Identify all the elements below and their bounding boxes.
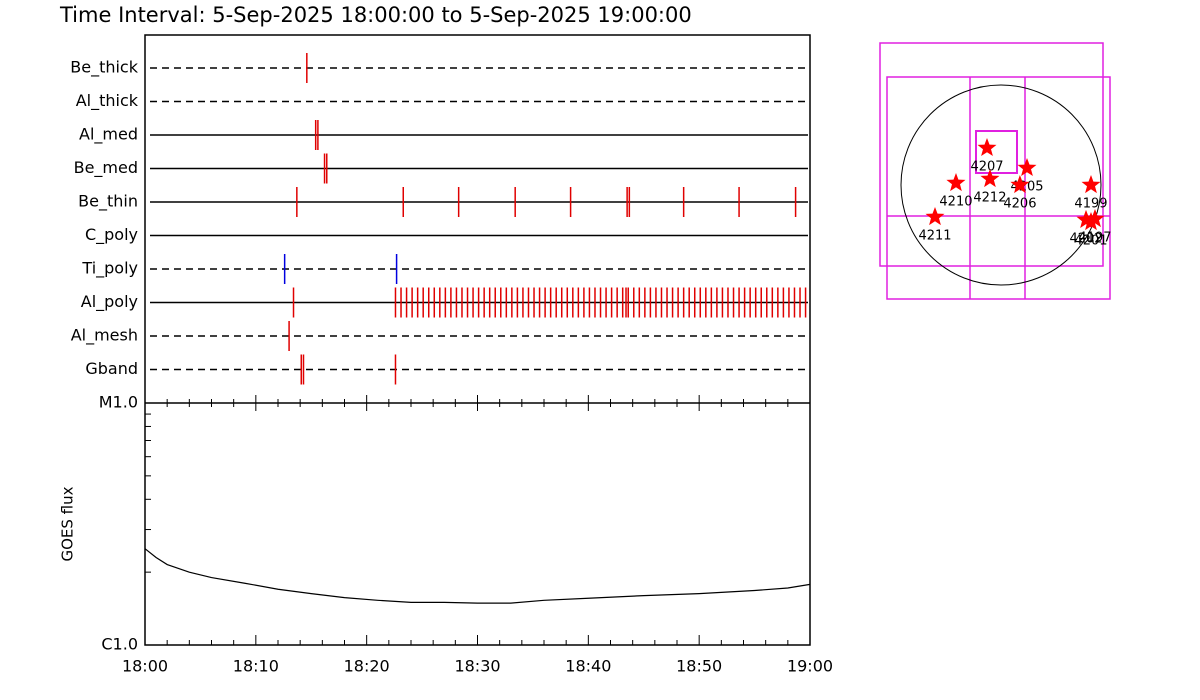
map-fov (879, 42, 1111, 300)
y-tick-label: C1.0 (101, 635, 138, 654)
row-label: C_poly (85, 225, 138, 245)
active-region (1017, 158, 1037, 176)
y-axis-label: GOES flux (59, 486, 77, 561)
active-region (925, 207, 945, 226)
region-label: 4201 (1074, 234, 1107, 249)
row-label: Al_med (79, 125, 138, 145)
goes-curve (144, 548, 811, 604)
row-label: Al_mesh (71, 326, 138, 346)
row-label: Ti_poly (81, 259, 138, 279)
region-label: 4202 (1069, 231, 1102, 246)
y-tick-label: M1.0 (99, 393, 138, 412)
region-label: 4206 (1003, 197, 1036, 212)
region-label: 4210 (939, 195, 972, 210)
row-label: Be_thin (78, 192, 138, 212)
x-tick-label: 19:00 (787, 657, 833, 676)
row-label: Al_poly (81, 292, 138, 312)
region-label: 4197 (1078, 230, 1111, 245)
x-tick-label: 18:40 (565, 657, 611, 676)
row-label: Gband (85, 359, 138, 378)
region-label: 4211 (918, 228, 951, 243)
region-label: 4212 (973, 191, 1006, 206)
active-region (1081, 212, 1101, 231)
active-region (1081, 175, 1101, 194)
active-region (1010, 175, 1030, 194)
x-tick-label: 18:50 (676, 657, 722, 676)
active-region (977, 138, 997, 156)
row-label: Be_thick (70, 58, 138, 78)
row-label: Be_med (74, 158, 138, 178)
x-tick-label: 18:10 (233, 657, 279, 676)
x-tick-label: 18:30 (454, 657, 500, 676)
chart-title: Time Interval: 5-Sep-2025 18:00:00 to 5-… (59, 3, 692, 27)
solar-disk (900, 84, 1102, 286)
active-region (1085, 209, 1105, 228)
region-label: 4207 (970, 159, 1003, 174)
active-region (980, 169, 1000, 188)
x-tick-label: 18:00 (122, 657, 168, 676)
plot-frame (144, 34, 811, 646)
row-label: Al_thick (76, 91, 139, 111)
active-region (946, 173, 966, 192)
region-label: 4199 (1074, 197, 1107, 212)
x-tick-label: 18:20 (344, 657, 390, 676)
